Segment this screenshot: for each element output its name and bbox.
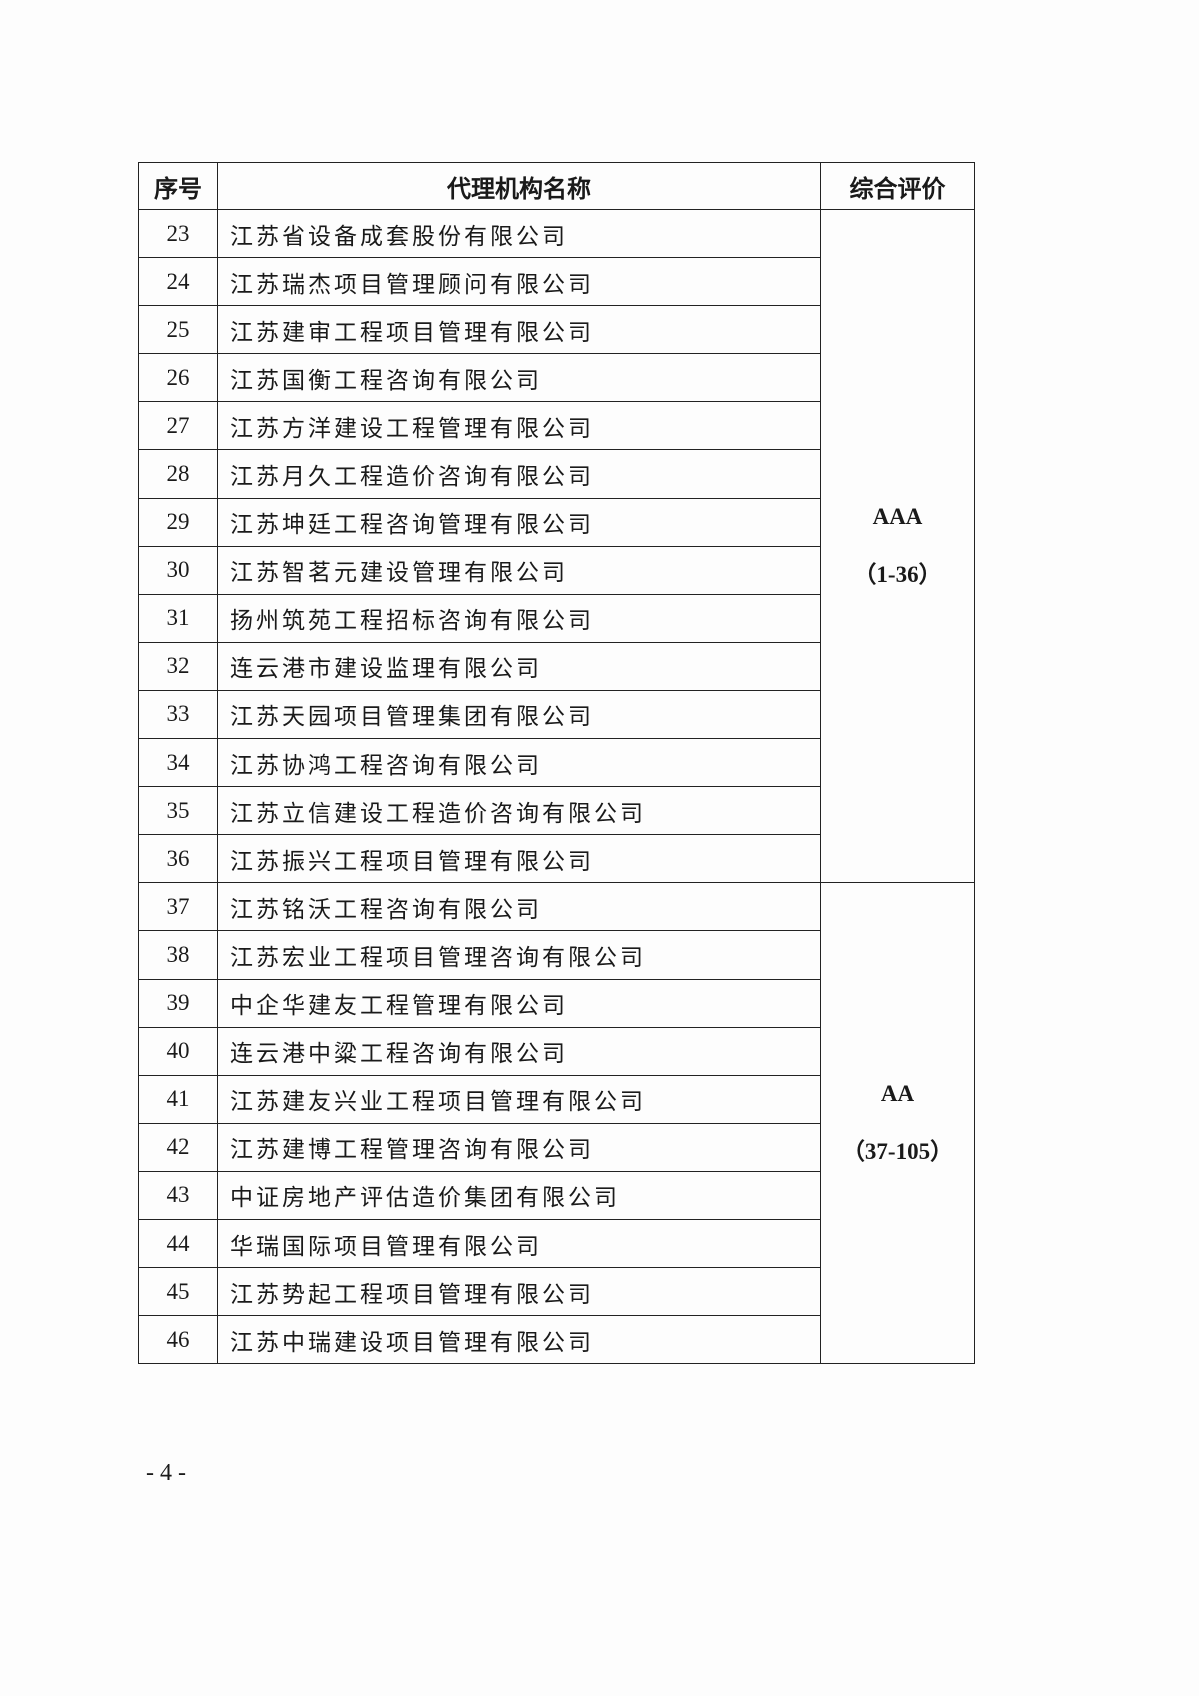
rating-range: （1-36） [853, 562, 942, 588]
header-agency-name: 代理机构名称 [217, 162, 821, 210]
serial-number: 43 [138, 1170, 218, 1220]
serial-number: 27 [138, 401, 218, 451]
table-row: 35 江苏立信建设工程造价咨询有限公司 [138, 786, 975, 836]
table-row: 31 扬州筑苑工程招标咨询有限公司 [138, 593, 975, 643]
serial-number: 38 [138, 930, 218, 980]
table-row: 42 江苏建博工程管理咨询有限公司 [138, 1122, 975, 1172]
agency-name: 江苏省设备成套股份有限公司 [217, 208, 821, 259]
serial-number: 44 [138, 1218, 218, 1269]
serial-number: 32 [138, 641, 218, 691]
rating-cell: AAA （1-36） [820, 208, 975, 884]
serial-number: 23 [138, 208, 218, 259]
rating-grade: AAA [872, 504, 923, 530]
agency-name: 中证房地产评估造价集团有限公司 [217, 1170, 821, 1220]
table-row: 24 江苏瑞杰项目管理顾问有限公司 [138, 257, 975, 307]
serial-number: 29 [138, 497, 218, 547]
agency-name: 江苏智茗元建设管理有限公司 [217, 545, 821, 595]
table-row: 33 江苏天园项目管理集团有限公司 [138, 689, 975, 740]
serial-number: 45 [138, 1267, 218, 1317]
agency-rating-table: 序号 代理机构名称 综合评价 23 江苏省设备成套股份有限公司 AAA （1-36） 2… [138, 162, 975, 1365]
table-row: 40 连云港中粱工程咨询有限公司 [138, 1026, 975, 1076]
table-row: 34 江苏协鸿工程咨询有限公司 [138, 738, 975, 788]
serial-number: 34 [138, 738, 218, 788]
serial-number: 40 [138, 1026, 218, 1076]
header-serial: 序号 [138, 162, 218, 210]
agency-name: 江苏中瑞建设项目管理有限公司 [217, 1315, 821, 1365]
serial-number: 42 [138, 1122, 218, 1172]
table-row: 37 江苏铭沃工程咨询有限公司 AA （37-105） [138, 882, 975, 1365]
serial-number: 30 [138, 545, 218, 595]
agency-name: 江苏建博工程管理咨询有限公司 [217, 1122, 821, 1172]
serial-number: 33 [138, 689, 218, 740]
agency-name: 江苏铭沃工程咨询有限公司 [217, 882, 821, 932]
agency-name: 扬州筑苑工程招标咨询有限公司 [217, 593, 821, 643]
agency-name: 江苏瑞杰项目管理顾问有限公司 [217, 257, 821, 307]
table-header-row: 序号 代理机构名称 综合评价 [138, 162, 975, 210]
table-row: 46 江苏中瑞建设项目管理有限公司 [138, 1315, 975, 1365]
serial-number: 28 [138, 449, 218, 499]
serial-number: 39 [138, 978, 218, 1028]
serial-number: 36 [138, 834, 218, 884]
agency-name: 江苏建友兴业工程项目管理有限公司 [217, 1074, 821, 1124]
agency-name: 中企华建友工程管理有限公司 [217, 978, 821, 1028]
agency-name: 江苏建审工程项目管理有限公司 [217, 305, 821, 355]
agency-name: 江苏方洋建设工程管理有限公司 [217, 401, 821, 451]
table-row: 30 江苏智茗元建设管理有限公司 [138, 545, 975, 595]
table-row: 23 江苏省设备成套股份有限公司 AAA （1-36） [138, 208, 975, 884]
table-row: 29 江苏坤廷工程咨询管理有限公司 [138, 497, 975, 547]
agency-name: 江苏月久工程造价咨询有限公司 [217, 449, 821, 499]
table-row: 41 江苏建友兴业工程项目管理有限公司 [138, 1074, 975, 1124]
rating-cell: AA （37-105） [820, 882, 975, 1365]
table-row: 25 江苏建审工程项目管理有限公司 [138, 305, 975, 355]
agency-name: 连云港中粱工程咨询有限公司 [217, 1026, 821, 1076]
table-row: 39 中企华建友工程管理有限公司 [138, 978, 975, 1028]
agency-name: 江苏天园项目管理集团有限公司 [217, 689, 821, 740]
agency-name: 江苏宏业工程项目管理咨询有限公司 [217, 930, 821, 980]
serial-number: 37 [138, 882, 218, 932]
serial-number: 24 [138, 257, 218, 307]
agency-name: 江苏坤廷工程咨询管理有限公司 [217, 497, 821, 547]
agency-name: 连云港市建设监理有限公司 [217, 641, 821, 691]
rating-range: （37-105） [841, 1139, 954, 1165]
agency-name: 江苏立信建设工程造价咨询有限公司 [217, 786, 821, 836]
serial-number: 26 [138, 353, 218, 403]
serial-number: 31 [138, 593, 218, 643]
agency-name: 华瑞国际项目管理有限公司 [217, 1218, 821, 1269]
agency-name: 江苏国衡工程咨询有限公司 [217, 353, 821, 403]
serial-number: 25 [138, 305, 218, 355]
agency-name: 江苏势起工程项目管理有限公司 [217, 1267, 821, 1317]
serial-number: 46 [138, 1315, 218, 1365]
agency-name: 江苏振兴工程项目管理有限公司 [217, 834, 821, 884]
header-rating: 综合评价 [820, 162, 975, 210]
page-number: - 4 - [146, 1460, 186, 1486]
table-row: 44 华瑞国际项目管理有限公司 [138, 1218, 975, 1269]
table-row: 36 江苏振兴工程项目管理有限公司 [138, 834, 975, 884]
rating-grade: AA [880, 1081, 915, 1107]
serial-number: 41 [138, 1074, 218, 1124]
table-row: 32 连云港市建设监理有限公司 [138, 641, 975, 691]
serial-number: 35 [138, 786, 218, 836]
table-row: 38 江苏宏业工程项目管理咨询有限公司 [138, 930, 975, 980]
agency-name: 江苏协鸿工程咨询有限公司 [217, 738, 821, 788]
